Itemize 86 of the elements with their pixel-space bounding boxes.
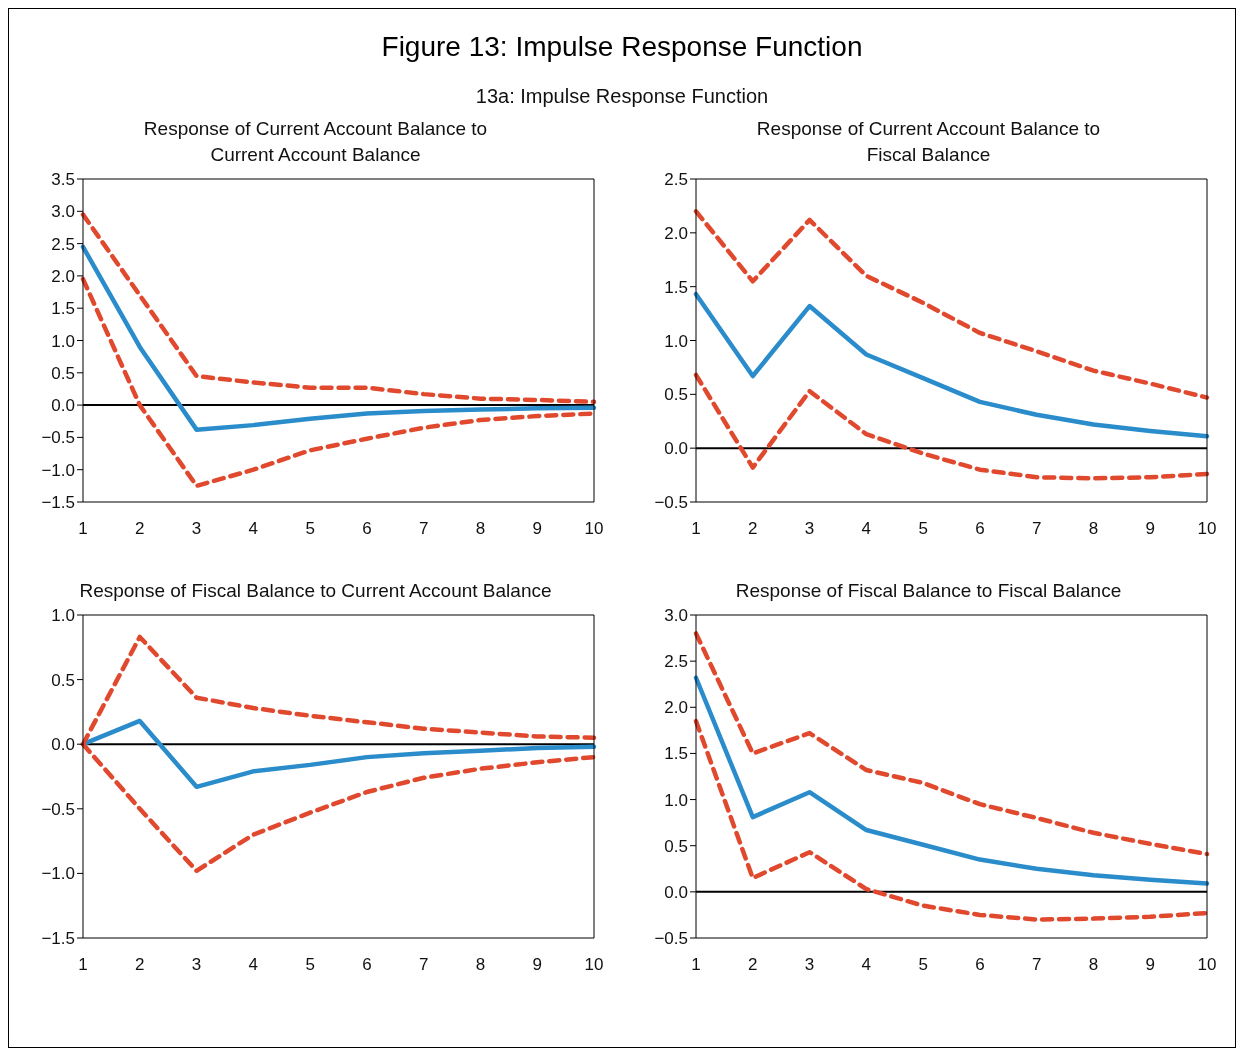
line-series	[693, 631, 1209, 857]
x-tick-label: 8	[475, 955, 485, 975]
x-tick-label: 7	[1031, 519, 1041, 539]
x-tick-label: 1	[77, 519, 88, 539]
x-tick-label: 5	[304, 955, 315, 975]
x-tick-label: 5	[304, 519, 315, 539]
x-tick-label: 1	[77, 955, 88, 975]
line-series	[693, 209, 1209, 400]
y-tick-label: 1.0	[663, 331, 688, 351]
y-tick-label: 0.5	[663, 836, 688, 856]
x-tick-label: 6	[974, 519, 985, 539]
x-tick-label: 2	[747, 519, 758, 539]
y-tick-label: 1.0	[50, 606, 75, 626]
y-tick-label: 1.5	[663, 277, 688, 297]
line-series	[80, 212, 596, 405]
y-tick-label: 0.5	[663, 385, 688, 405]
y-tick-label: 1.0	[663, 790, 688, 810]
x-tick-label: 1	[690, 519, 701, 539]
x-tick-label: 4	[861, 955, 871, 975]
chart-title: Response of Current Account Balance to Current Account Balance	[142, 117, 489, 167]
x-tick-label: 6	[361, 519, 372, 539]
x-tick-label: 2	[134, 955, 145, 975]
y-tick-label: −1.5	[40, 929, 75, 949]
x-tick-label: 4	[248, 955, 258, 975]
line-series	[693, 675, 1209, 886]
x-tick-label: 9	[531, 519, 542, 539]
line-series	[693, 291, 1209, 439]
y-tick-label: −1.5	[40, 493, 75, 513]
y-tick-label: 3.5	[50, 170, 75, 190]
x-tick-label: 9	[531, 955, 542, 975]
y-tick-label: 2.0	[50, 266, 75, 286]
x-tick-label: 5	[917, 955, 928, 975]
caption: Figure 13: Impulse Response Function	[380, 30, 864, 63]
line-series	[693, 372, 1209, 481]
chart-title: Response of Fiscal Balance to Fiscal Balance	[735, 579, 1122, 603]
x-tick-label: 4	[248, 519, 258, 539]
y-tick-label: 0.0	[663, 882, 688, 902]
y-tick-label: −0.5	[653, 493, 688, 513]
y-tick-label: 0.5	[50, 670, 75, 690]
text: 13a: Impulse Response Function	[474, 84, 770, 108]
y-tick-label: 2.5	[663, 652, 688, 672]
y-tick-label: 0.0	[50, 396, 75, 416]
y-tick-label: 2.5	[50, 234, 75, 254]
y-tick-label: 2.0	[663, 698, 688, 718]
x-tick-label: 7	[418, 955, 428, 975]
x-tick-label: 10	[1197, 955, 1216, 975]
y-tick-label: 1.5	[50, 299, 75, 319]
y-tick-label: 0.5	[50, 363, 75, 383]
x-tick-label: 2	[134, 519, 145, 539]
y-tick-label: 2.5	[663, 170, 688, 190]
y-tick-label: 0.0	[50, 735, 75, 755]
y-tick-label: 1.0	[50, 331, 75, 351]
x-tick-label: 10	[584, 519, 603, 539]
y-tick-label: −1.0	[40, 864, 75, 884]
x-tick-label: 1	[690, 955, 701, 975]
y-tick-label: −0.5	[653, 929, 688, 949]
x-tick-label: 3	[191, 519, 201, 539]
x-tick-label: 4	[861, 519, 871, 539]
chart-title: Response of Fiscal Balance to Current Account Balance	[79, 579, 552, 603]
x-tick-label: 7	[1031, 955, 1041, 975]
y-tick-label: 3.0	[50, 202, 75, 222]
x-tick-label: 8	[475, 519, 485, 539]
y-tick-label: −1.0	[40, 460, 75, 480]
y-tick-label: 3.0	[663, 606, 688, 626]
x-tick-label: 3	[191, 955, 201, 975]
y-tick-label: −0.5	[40, 799, 75, 819]
line-series	[693, 718, 1209, 922]
y-tick-label: 2.0	[663, 223, 688, 243]
x-tick-label: 9	[1144, 955, 1155, 975]
y-tick-label: 1.5	[663, 744, 688, 764]
x-tick-label: 10	[584, 955, 603, 975]
x-tick-label: 6	[974, 955, 985, 975]
x-tick-label: 9	[1144, 519, 1155, 539]
x-tick-label: 2	[747, 955, 758, 975]
x-tick-label: 7	[418, 519, 428, 539]
x-tick-label: 6	[361, 955, 372, 975]
line-series	[80, 244, 596, 432]
x-tick-label: 3	[804, 955, 814, 975]
x-tick-label: 3	[804, 519, 814, 539]
y-tick-label: −0.5	[40, 428, 75, 448]
chart-title: Response of Current Account Balance to Fiscal Balance	[755, 117, 1102, 167]
x-tick-label: 8	[1088, 955, 1098, 975]
y-tick-label: 0.0	[663, 439, 688, 459]
x-tick-label: 5	[917, 519, 928, 539]
x-tick-label: 8	[1088, 519, 1098, 539]
x-tick-label: 10	[1197, 519, 1216, 539]
